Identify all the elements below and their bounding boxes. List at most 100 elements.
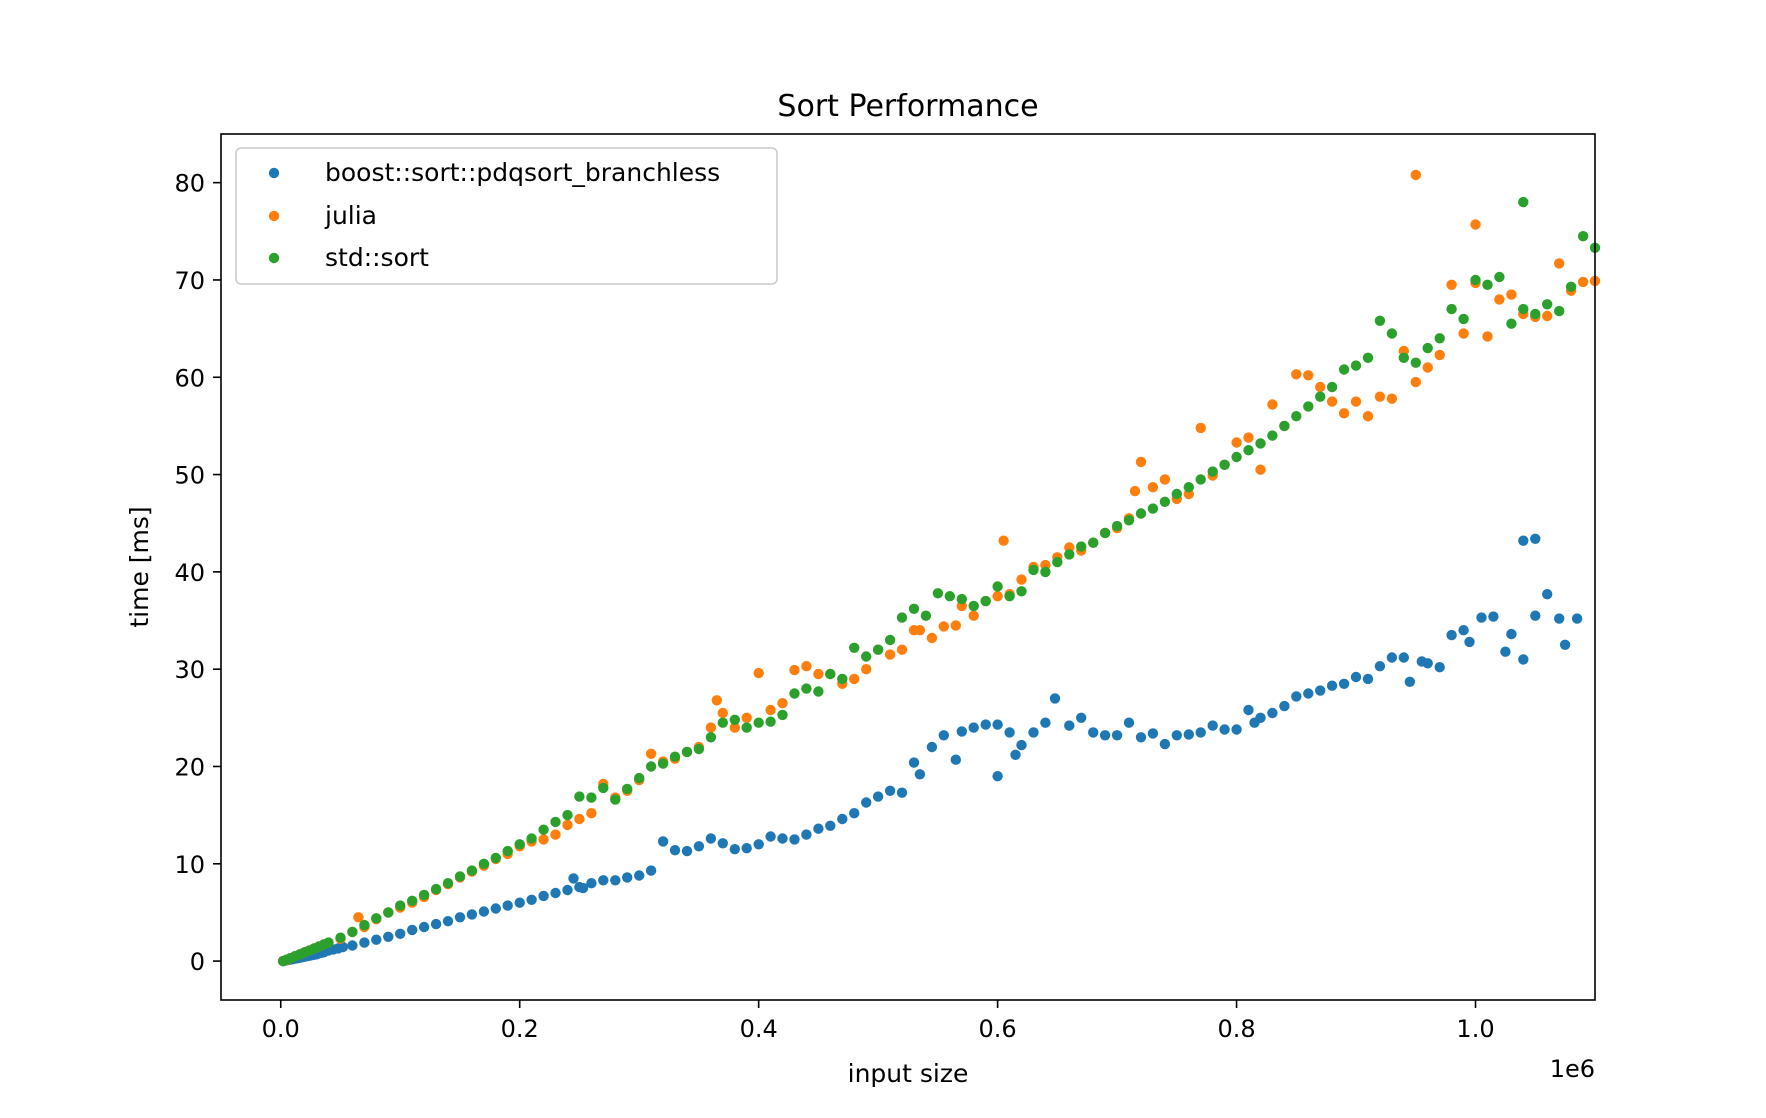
point-julia-91: [1231, 437, 1242, 448]
point-boost-49: [645, 865, 657, 876]
point-std-sort-42: [705, 732, 717, 743]
point-boost-69: [884, 785, 896, 796]
point-std-sort-91: [1291, 411, 1302, 422]
point-std-sort-74: [1088, 537, 1099, 548]
point-julia-102: [1362, 411, 1374, 422]
point-boost-100: [1219, 724, 1230, 735]
point-boost-121: [1446, 629, 1457, 641]
point-boost-119: [1422, 658, 1433, 669]
point-std-sort-10: [323, 937, 334, 948]
point-boost-87: [1064, 720, 1075, 731]
point-std-sort-81: [1171, 488, 1183, 500]
point-boost-39: [550, 887, 561, 899]
point-boost-68: [872, 791, 884, 802]
point-std-sort-99: [1386, 328, 1398, 339]
point-std-sort-73: [1076, 541, 1087, 552]
point-boost-72: [914, 769, 926, 780]
point-boost-46: [610, 875, 621, 886]
point-boost-66: [849, 808, 860, 819]
point-std-sort-41: [693, 743, 705, 755]
point-julia-119: [1542, 310, 1553, 322]
point-boost-83: [1016, 739, 1027, 751]
point-julia-118: [1470, 219, 1481, 230]
point-std-sort-21: [454, 871, 466, 882]
point-julia-85: [1159, 474, 1171, 485]
point-boost-79: [992, 719, 1003, 730]
point-boost-84: [1028, 727, 1039, 738]
point-std-sort-25: [502, 845, 513, 857]
point-std-sort-15: [383, 907, 394, 918]
point-julia-96: [1291, 369, 1302, 380]
point-julia-82: [1129, 485, 1141, 497]
point-julia-29: [538, 834, 549, 845]
point-julia-31: [562, 819, 573, 831]
point-boost-71: [908, 757, 920, 768]
point-boost-35: [502, 900, 513, 911]
y-tick-label: 60: [174, 364, 205, 392]
point-julia-93: [1255, 464, 1266, 475]
point-julia-67: [968, 610, 979, 621]
point-julia-103: [1374, 391, 1386, 402]
point-std-sort-98: [1374, 315, 1386, 326]
point-boost-117: [1404, 676, 1416, 687]
point-std-sort-95: [1338, 364, 1350, 375]
x-axis: 0.0 0.2 0.4 0.6 0.8 1.0: [262, 1000, 1495, 1043]
point-julia-109: [1446, 279, 1457, 290]
point-boost-132: [1559, 639, 1571, 650]
point-std-sort-45: [741, 722, 752, 733]
point-boost-21: [337, 941, 349, 953]
point-std-sort-57: [884, 634, 896, 646]
x-offset-text: 1e6: [1550, 1055, 1595, 1083]
series-std-sort: [277, 196, 1601, 967]
point-julia-106: [1410, 376, 1422, 388]
legend-box: [235, 147, 778, 285]
point-std-sort-78: [1135, 508, 1147, 519]
point-julia-71: [998, 535, 1009, 546]
point-julia-62: [914, 625, 926, 636]
point-std-sort-71: [1052, 556, 1063, 568]
y-tick-label: 50: [174, 462, 205, 490]
x-tick-label: 0.0: [262, 1015, 300, 1043]
point-julia-13: [353, 912, 364, 923]
point-std-sort-34: [610, 794, 621, 805]
point-julia-44: [711, 695, 722, 706]
point-std-sort-50: [801, 683, 812, 694]
point-std-sort-12: [347, 926, 358, 938]
point-std-sort-79: [1147, 503, 1159, 514]
point-boost-36: [514, 897, 525, 908]
point-std-sort-44: [729, 714, 740, 725]
point-std-sort-38: [657, 758, 669, 769]
point-julia-33: [586, 808, 597, 819]
point-julia-83: [1135, 456, 1147, 468]
point-std-sort-90: [1279, 420, 1290, 432]
point-boost-65: [837, 813, 848, 825]
point-std-sort-117: [1518, 196, 1529, 208]
point-boost-75: [950, 754, 961, 765]
point-boost-114: [1374, 661, 1386, 672]
point-boost-57: [741, 843, 752, 854]
point-boost-24: [371, 934, 382, 945]
point-boost-110: [1326, 680, 1338, 691]
point-std-sort-61: [932, 588, 944, 599]
legend-label-julia: julia: [324, 201, 377, 230]
point-std-sort-85: [1219, 459, 1230, 470]
point-julia-59: [884, 649, 896, 660]
point-julia-57: [861, 664, 872, 675]
point-julia-38: [645, 748, 657, 759]
point-boost-45: [598, 875, 609, 886]
point-std-sort-83: [1195, 474, 1206, 485]
point-julia-107: [1422, 362, 1433, 373]
point-boost-108: [1303, 688, 1314, 699]
point-boost-47: [622, 872, 633, 883]
point-std-sort-77: [1123, 515, 1135, 526]
x-tick-label: 1.0: [1456, 1015, 1494, 1043]
point-julia-113: [1482, 331, 1493, 342]
point-boost-93: [1135, 732, 1147, 743]
point-boost-126: [1500, 646, 1511, 657]
point-boost-106: [1279, 700, 1290, 712]
point-julia-114: [1494, 294, 1505, 305]
point-std-sort-80: [1159, 496, 1171, 507]
point-std-sort-19: [430, 883, 442, 895]
point-boost-128: [1518, 654, 1529, 665]
point-std-sort-33: [598, 782, 609, 794]
